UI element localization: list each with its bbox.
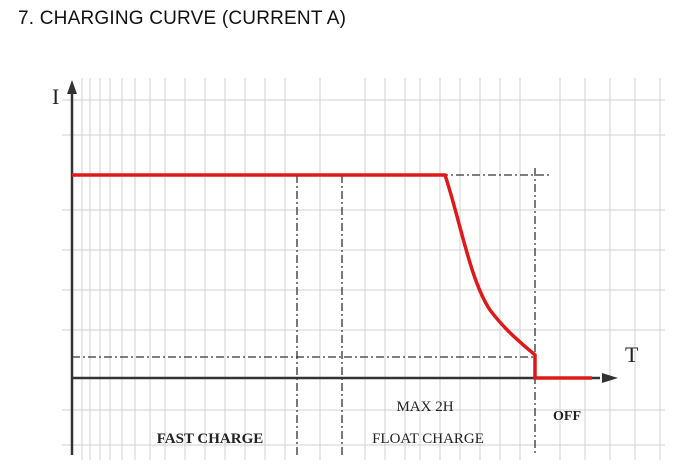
fast-charge-label: FAST CHARGE bbox=[157, 431, 264, 447]
float-charge-label: FLOAT CHARGE bbox=[372, 431, 484, 447]
title: 7. CHARGING CURVE (CURRENT A) bbox=[18, 8, 347, 29]
max-time-label: MAX 2H bbox=[396, 399, 453, 415]
off-label: OFF bbox=[553, 409, 581, 424]
axes bbox=[67, 80, 618, 455]
grid bbox=[62, 78, 665, 460]
charging-curve bbox=[72, 173, 592, 380]
y-axis-label: I bbox=[52, 84, 59, 109]
x-axis-label: T bbox=[625, 342, 639, 367]
